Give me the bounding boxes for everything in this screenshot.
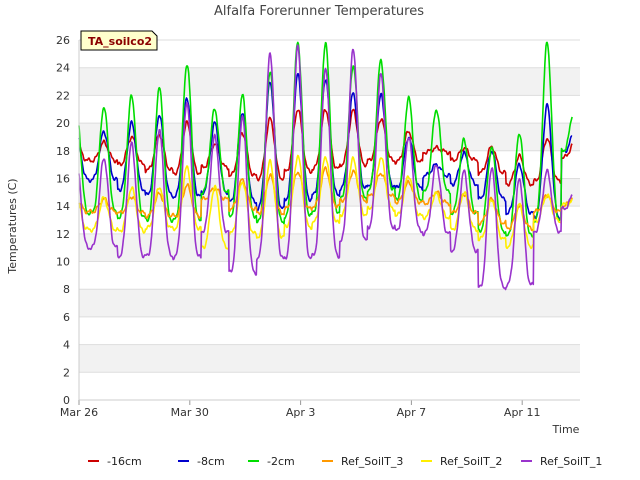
y-tick-label: 18 — [56, 145, 70, 158]
plot-frame — [78, 40, 580, 401]
x-tick-label: Mar 30 — [171, 406, 209, 419]
series-lines — [78, 41, 573, 291]
legend-label: Ref_SoilT_1 — [540, 455, 602, 468]
y-tick-label: 10 — [56, 256, 70, 269]
y-tick-label: 14 — [56, 200, 70, 213]
grid-band — [79, 261, 580, 290]
y-tick-label: 24 — [56, 62, 70, 75]
y-tick-label: 12 — [56, 228, 70, 241]
y-tick-label: 16 — [56, 172, 70, 185]
y-axis-label: Temperatures (C) — [6, 178, 19, 274]
grid-band — [79, 316, 580, 345]
grid-band — [79, 40, 580, 68]
x-tick-label: Mar 26 — [60, 406, 98, 419]
legend-label: -8cm — [197, 455, 225, 468]
y-tick-label: 2 — [63, 366, 70, 379]
y-tick-label: 4 — [63, 339, 70, 352]
x-tick-label: Apr 11 — [504, 406, 541, 419]
legend-label: -16cm — [107, 455, 142, 468]
series-line--2cm — [78, 41, 573, 238]
series-line-ref-soilt-2 — [78, 154, 573, 251]
legend-label: Ref_SoilT_2 — [440, 455, 502, 468]
tag-label: TA_soilco2 — [88, 35, 152, 48]
x-axis-ticks: Mar 26 Mar 30 Apr 3 Apr 7 Apr 11 — [60, 400, 541, 419]
x-axis-label: Time — [552, 423, 580, 436]
y-tick-label: 22 — [56, 89, 70, 102]
grid-band — [79, 289, 580, 317]
tag-box: TA_soilco2 — [80, 30, 158, 51]
grid-band — [79, 372, 580, 400]
grid-band — [79, 344, 580, 373]
y-tick-label: 26 — [56, 34, 70, 47]
x-tick-label: Apr 3 — [286, 406, 316, 419]
y-tick-label: 0 — [63, 394, 70, 407]
y-tick-label: 8 — [63, 283, 70, 296]
legend-label: -2cm — [267, 455, 295, 468]
x-tick-label: Apr 7 — [397, 406, 427, 419]
legend-label: Ref_SoilT_3 — [341, 455, 403, 468]
legend: -16cm -8cm -2cm Ref_SoilT_3 Ref_SoilT_2 Ref_S… — [88, 455, 602, 468]
y-tick-label: 20 — [56, 117, 70, 130]
series-line-ref-soilt-1 — [78, 44, 573, 291]
y-tick-label: 6 — [63, 311, 70, 324]
chart-title: Alfalfa Forerunner Temperatures — [214, 4, 424, 19]
grid-band — [79, 233, 580, 262]
